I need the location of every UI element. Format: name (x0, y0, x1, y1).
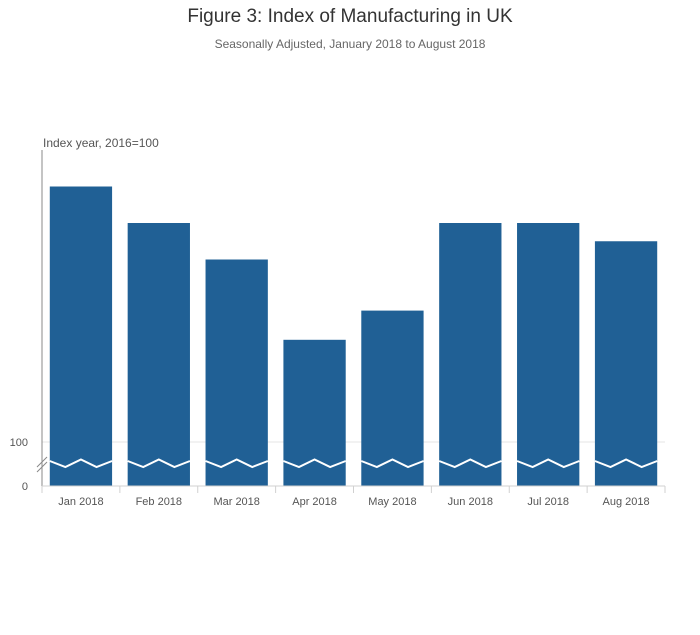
bar-break-7 (516, 458, 580, 469)
y-axis-label: Index year, 2016=100 (43, 136, 159, 150)
x-tick-label: Feb 2018 (136, 496, 182, 508)
y-tick-label: 100 (10, 437, 28, 449)
bar-7[interactable] (517, 223, 580, 486)
chart-subtitle: Seasonally Adjusted, January 2018 to Aug… (214, 37, 486, 51)
x-tick-label: Jun 2018 (448, 496, 493, 508)
bar-break-2 (127, 458, 191, 469)
bar-8[interactable] (594, 241, 658, 486)
x-tick-label: Apr 2018 (292, 496, 337, 508)
bars (49, 186, 658, 487)
bar-1[interactable] (49, 186, 113, 487)
x-axis-ticks: Jan 2018 Feb 2018 Mar 2018 Apr 2018 May 2018… (41, 486, 666, 508)
bar-4[interactable] (283, 339, 346, 486)
bar-break-4 (283, 458, 347, 469)
bar-2[interactable] (127, 223, 190, 486)
axis-break-marks (36, 456, 658, 473)
x-tick-label: Mar 2018 (213, 496, 259, 508)
bar-break-3 (205, 458, 269, 469)
bar-3[interactable] (205, 259, 268, 487)
bar-break-8 (594, 458, 658, 469)
chart-title: Figure 3: Index of Manufacturing in UK (187, 6, 513, 27)
y-tick-label: 0 (22, 481, 28, 493)
bar-break-6 (438, 458, 502, 469)
bar-break-5 (360, 458, 424, 469)
bar-break-1 (49, 458, 113, 469)
x-tick-label: Jan 2018 (58, 496, 103, 508)
bar-6[interactable] (439, 223, 502, 486)
bar-5[interactable] (361, 310, 424, 486)
x-tick-label: Jul 2018 (527, 496, 569, 508)
x-tick-label: Aug 2018 (603, 496, 650, 508)
y-axis-ticks: 100 0 (10, 437, 28, 493)
x-tick-label: May 2018 (368, 496, 416, 508)
